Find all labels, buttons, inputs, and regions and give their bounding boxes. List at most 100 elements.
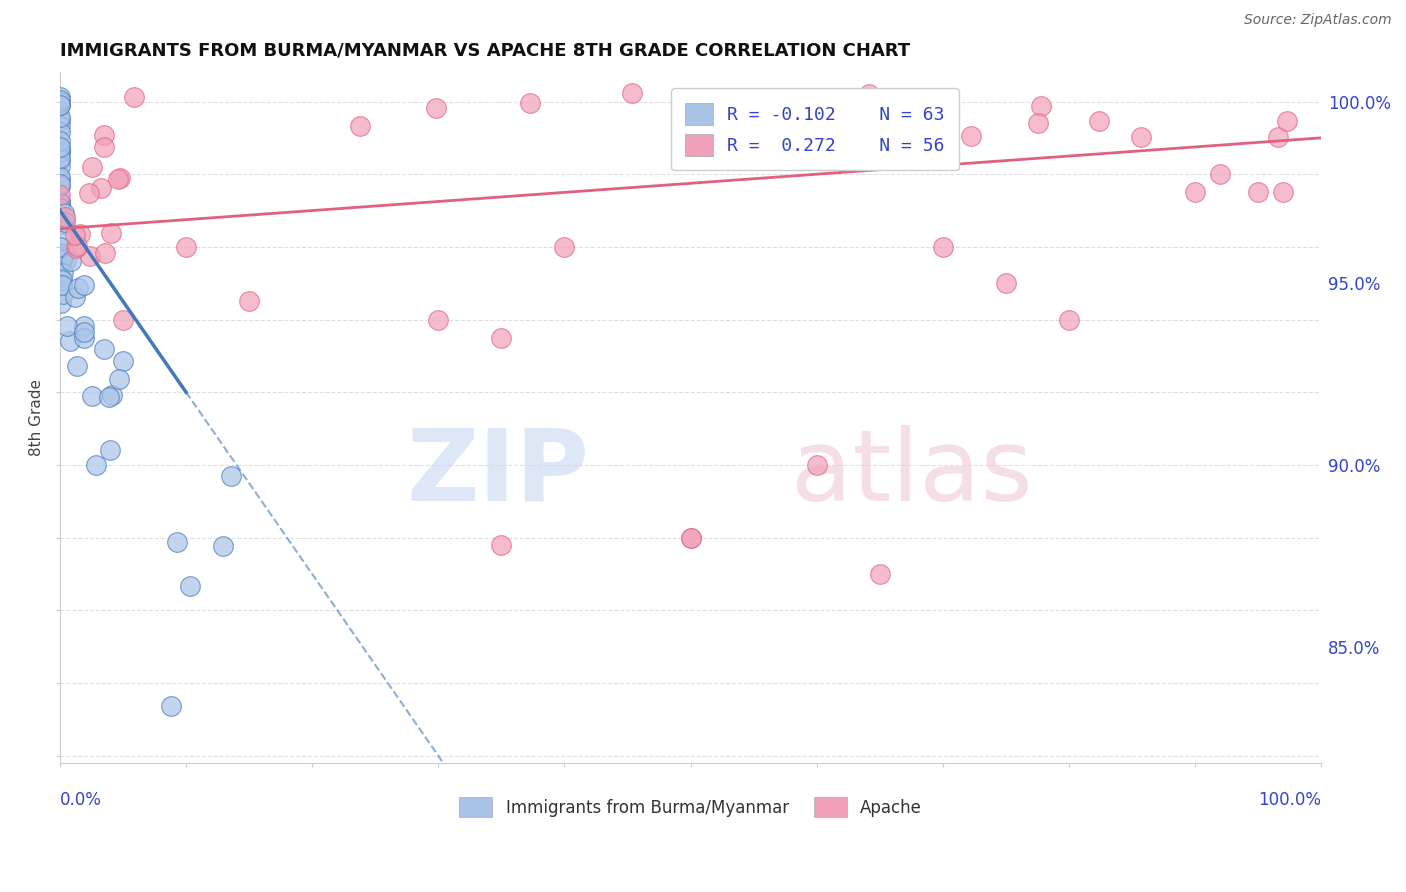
Point bbox=[49, 140, 72, 154]
Legend: Immigrants from Burma/Myanmar, Apache: Immigrants from Burma/Myanmar, Apache bbox=[453, 790, 929, 824]
Point bbox=[817, 120, 839, 135]
Point bbox=[53, 246, 76, 260]
Text: IMMIGRANTS FROM BURMA/MYANMAR VS APACHE 8TH GRADE CORRELATION CHART: IMMIGRANTS FROM BURMA/MYANMAR VS APACHE … bbox=[60, 42, 910, 60]
Point bbox=[65, 227, 87, 242]
Point bbox=[179, 579, 201, 593]
Point bbox=[73, 331, 96, 345]
Point bbox=[160, 698, 183, 713]
Point bbox=[49, 177, 72, 191]
Point bbox=[427, 312, 450, 326]
Point bbox=[49, 153, 72, 167]
Point bbox=[994, 277, 1017, 291]
Point bbox=[49, 124, 72, 138]
Text: 0.0%: 0.0% bbox=[60, 790, 101, 808]
Point bbox=[97, 390, 120, 404]
Point bbox=[49, 172, 72, 186]
Point bbox=[59, 334, 82, 348]
Point bbox=[122, 89, 145, 103]
Point bbox=[100, 226, 122, 240]
Point bbox=[55, 253, 77, 268]
Point bbox=[553, 240, 575, 254]
Point bbox=[519, 95, 541, 110]
Point bbox=[1057, 312, 1080, 326]
Point bbox=[90, 181, 112, 195]
Point bbox=[72, 277, 94, 292]
Point bbox=[49, 145, 72, 160]
Point bbox=[53, 227, 76, 242]
Point bbox=[49, 110, 72, 124]
Point bbox=[174, 240, 197, 254]
Point bbox=[93, 128, 115, 142]
Point bbox=[77, 186, 100, 200]
Text: ZIP: ZIP bbox=[406, 425, 589, 522]
Point bbox=[49, 295, 72, 310]
Point bbox=[49, 201, 72, 215]
Point bbox=[52, 266, 75, 280]
Point bbox=[80, 389, 103, 403]
Text: atlas: atlas bbox=[792, 425, 1033, 522]
Point bbox=[107, 171, 129, 186]
Point bbox=[82, 160, 104, 174]
Point bbox=[51, 277, 73, 292]
Point bbox=[56, 318, 79, 333]
Point bbox=[112, 354, 135, 368]
Point bbox=[51, 252, 73, 266]
Point bbox=[49, 95, 72, 110]
Text: Source: ZipAtlas.com: Source: ZipAtlas.com bbox=[1244, 13, 1392, 28]
Point bbox=[212, 539, 235, 553]
Point bbox=[166, 535, 188, 549]
Point bbox=[49, 265, 72, 279]
Point bbox=[53, 215, 76, 229]
Point bbox=[349, 119, 371, 133]
Point bbox=[1129, 130, 1152, 145]
Point bbox=[49, 194, 72, 209]
Point bbox=[72, 319, 94, 334]
Point bbox=[49, 240, 72, 254]
Point bbox=[620, 86, 643, 100]
Point bbox=[1088, 114, 1111, 128]
Point bbox=[959, 129, 981, 144]
Point bbox=[110, 170, 132, 185]
Point bbox=[679, 531, 702, 545]
Point bbox=[49, 159, 72, 173]
Point bbox=[1247, 186, 1270, 200]
Point bbox=[93, 140, 115, 154]
Point bbox=[49, 169, 72, 184]
Point bbox=[49, 90, 72, 104]
Text: 100.0%: 100.0% bbox=[1258, 790, 1322, 808]
Point bbox=[1026, 116, 1049, 130]
Point bbox=[93, 342, 115, 356]
Point bbox=[66, 239, 89, 253]
Point bbox=[53, 210, 76, 224]
Point bbox=[53, 206, 76, 220]
Point bbox=[49, 141, 72, 155]
Point bbox=[858, 87, 880, 102]
Point bbox=[49, 188, 72, 202]
Point bbox=[49, 151, 72, 165]
Point bbox=[49, 145, 72, 160]
Point bbox=[238, 294, 260, 309]
Point bbox=[1209, 167, 1232, 181]
Point bbox=[49, 195, 72, 210]
Point bbox=[63, 290, 86, 304]
Point bbox=[79, 250, 101, 264]
Point bbox=[52, 217, 75, 231]
Point bbox=[100, 388, 122, 402]
Point bbox=[49, 93, 72, 107]
Point bbox=[65, 241, 87, 255]
Point bbox=[1184, 186, 1206, 200]
Point bbox=[59, 253, 82, 268]
Point bbox=[108, 372, 131, 386]
Point bbox=[932, 240, 955, 254]
Point bbox=[49, 120, 72, 134]
Point bbox=[1272, 186, 1295, 200]
Point bbox=[1275, 114, 1298, 128]
Point bbox=[66, 359, 89, 373]
Point bbox=[51, 273, 73, 287]
Y-axis label: 8th Grade: 8th Grade bbox=[30, 379, 44, 457]
Point bbox=[491, 331, 513, 345]
Point bbox=[73, 326, 96, 340]
Point bbox=[219, 469, 242, 483]
Point bbox=[84, 458, 107, 472]
Point bbox=[112, 312, 135, 326]
